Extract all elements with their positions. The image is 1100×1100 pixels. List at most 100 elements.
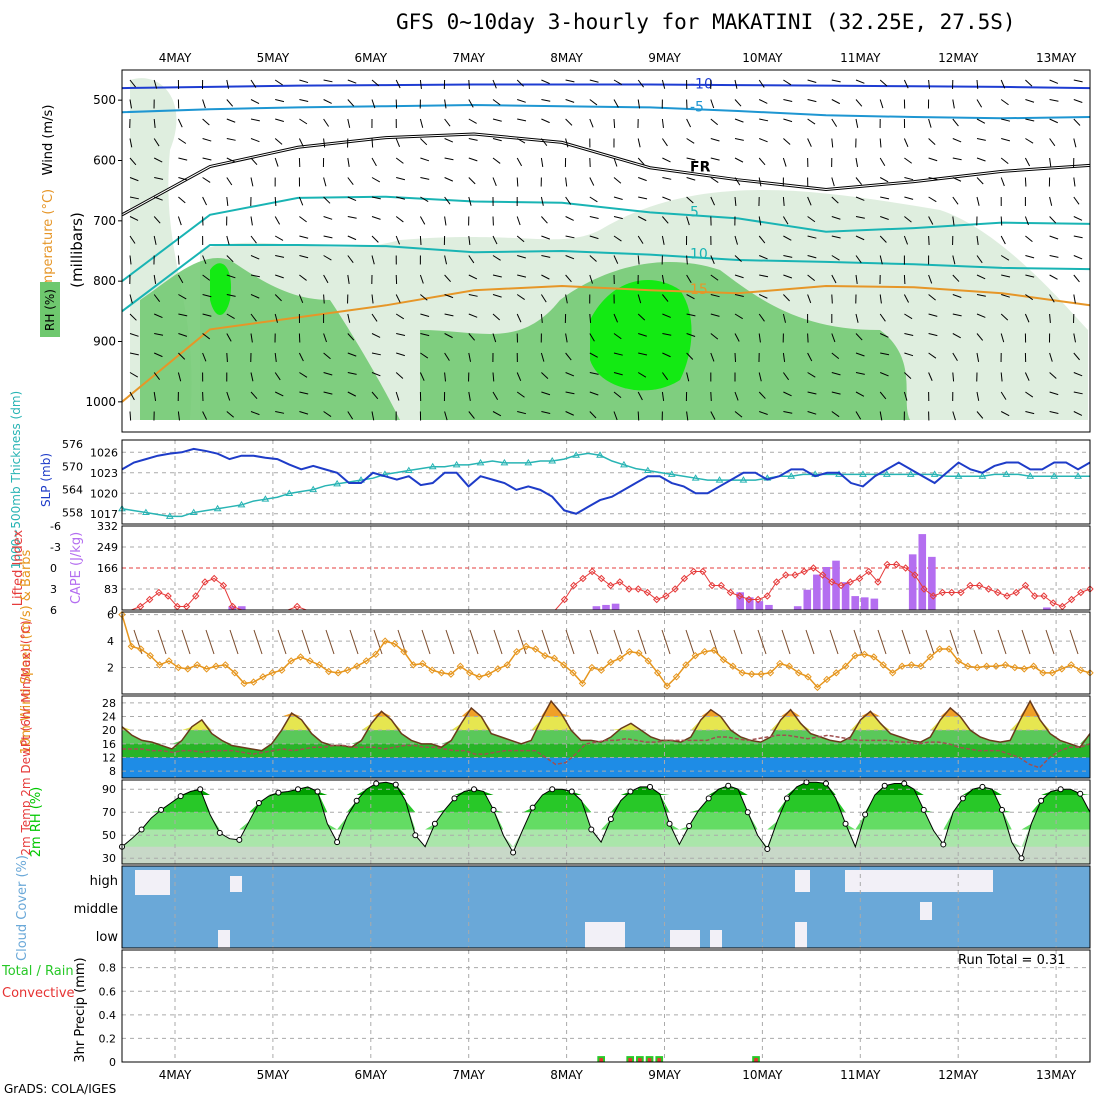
lifted-index-point xyxy=(616,578,624,586)
wind-barb xyxy=(807,372,816,378)
wind-barb xyxy=(637,372,647,378)
wind-barb xyxy=(1073,118,1081,126)
wind-barb xyxy=(1073,352,1080,361)
wind-barb xyxy=(1049,274,1058,280)
wind-barb xyxy=(444,313,454,317)
wind-speed-point xyxy=(710,646,718,655)
wind-barb xyxy=(589,333,595,342)
wind-barb xyxy=(420,138,428,146)
wind-barb xyxy=(686,118,692,128)
wind-barb xyxy=(275,118,284,122)
wind-barb xyxy=(1049,99,1059,102)
cloud-tick-label: high xyxy=(90,874,118,889)
wind-barb xyxy=(904,333,914,336)
wind-barb xyxy=(952,294,962,298)
lifted-index-point xyxy=(754,595,762,604)
wind-barb xyxy=(250,255,260,260)
wind-barb xyxy=(1024,313,1030,323)
wind-barb xyxy=(323,255,332,261)
thickness-point xyxy=(691,474,700,481)
wind-barb xyxy=(686,411,689,421)
wind-speed-point xyxy=(268,669,277,677)
date-label-top: 13MAY xyxy=(1036,51,1077,65)
rh-point xyxy=(275,789,282,796)
lifted-index-point xyxy=(975,581,984,590)
wind-barb xyxy=(444,255,448,265)
wind-barb xyxy=(1024,157,1031,167)
wind-barb xyxy=(589,99,598,106)
wind-barb xyxy=(226,235,230,245)
cape-bar xyxy=(736,592,744,610)
wind-barb xyxy=(734,118,744,123)
wind-tick-label: 2 xyxy=(107,662,114,675)
wind-barb xyxy=(153,352,163,358)
wind-barb xyxy=(202,99,206,109)
cape-bar xyxy=(832,560,840,610)
wind-barb xyxy=(952,313,962,317)
wind-barb xyxy=(782,313,787,323)
wind-barb xyxy=(1000,372,1003,382)
cold-band xyxy=(122,757,1090,778)
pressure-tick-label: 500 xyxy=(93,93,116,107)
slp-line xyxy=(121,447,1091,515)
wind-barb xyxy=(420,196,429,202)
wind-barb xyxy=(565,216,574,221)
wind-barb xyxy=(855,157,859,167)
wind-barb xyxy=(879,99,884,109)
wind-barb xyxy=(202,313,212,317)
wind-barb xyxy=(299,372,308,378)
wind-barb xyxy=(758,99,768,104)
date-label-bottom: 7MAY xyxy=(452,1068,485,1082)
wind-barb xyxy=(662,352,671,358)
wind-barb xyxy=(371,79,380,87)
wind-speed-point xyxy=(381,637,389,645)
wind-barb xyxy=(153,235,157,245)
wind-barb xyxy=(1001,138,1011,142)
wind-barb xyxy=(250,411,260,416)
wind-barb xyxy=(686,352,694,360)
wind-barb xyxy=(275,411,285,414)
wind-barb xyxy=(1073,235,1083,239)
wind-barb xyxy=(226,196,229,206)
clear-sky-patch xyxy=(670,930,700,948)
thickness-point xyxy=(787,472,796,479)
wind-speed-point xyxy=(165,657,173,665)
wind-barb xyxy=(807,99,817,103)
date-label-top: 9MAY xyxy=(648,51,681,65)
wind-speed-point xyxy=(879,661,887,669)
wind-barb xyxy=(1049,352,1053,362)
thickness-tick-label: 570 xyxy=(62,461,83,474)
wind-barb xyxy=(710,255,715,264)
wind-barb xyxy=(807,391,817,395)
wind-barb xyxy=(154,177,164,180)
surface-wind-barb xyxy=(997,629,1007,655)
wind-speed-point xyxy=(522,642,530,651)
rh-point xyxy=(353,797,360,804)
wind-barb xyxy=(734,157,744,163)
wind-barb xyxy=(347,79,357,84)
surface-wind-barb xyxy=(1021,629,1031,655)
wind-barb xyxy=(1049,313,1051,324)
lifted-index-point xyxy=(210,574,218,583)
thickness-point xyxy=(237,500,246,508)
wind-barb xyxy=(274,352,277,362)
pressure-tick-label: 600 xyxy=(93,154,116,168)
wind-barb xyxy=(783,138,791,145)
wind-barb xyxy=(565,196,572,205)
lifted-index-point xyxy=(920,585,928,593)
wind-barb xyxy=(758,391,766,399)
wind-barb xyxy=(637,138,641,148)
lifted-index-point xyxy=(652,595,661,604)
cape-bar xyxy=(228,606,237,610)
wind-barb xyxy=(250,79,257,88)
surface-wind-barb xyxy=(469,629,479,655)
wind-barb xyxy=(662,294,669,302)
rh-point xyxy=(314,788,321,795)
wind-barb xyxy=(1073,216,1083,221)
wind-barb xyxy=(976,177,984,185)
wind-barb xyxy=(565,138,569,148)
wind-barb xyxy=(710,157,720,161)
wind-barb xyxy=(952,352,958,361)
thickness-point xyxy=(548,457,557,464)
wind-barb xyxy=(904,352,914,357)
